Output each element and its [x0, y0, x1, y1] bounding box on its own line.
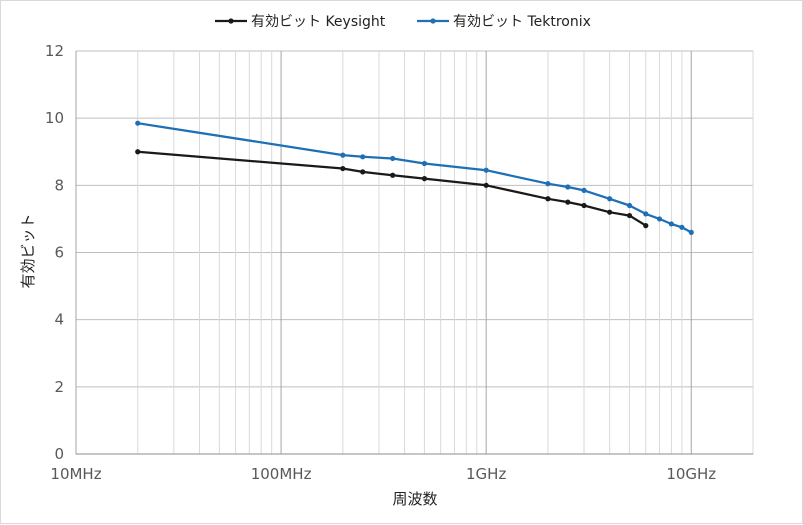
y-tick-label: 10 [45, 109, 64, 127]
data-point [545, 196, 551, 202]
x-tick-label: 100MHz [251, 465, 312, 483]
series-layer [135, 120, 694, 235]
legend-swatch-marker [430, 18, 436, 24]
data-point [360, 154, 366, 160]
series-line-1 [137, 150, 647, 227]
x-tick-label: 10GHz [666, 465, 716, 483]
legend-swatch-marker [228, 18, 234, 24]
data-point [390, 155, 396, 162]
y-tick-label: 2 [54, 378, 64, 396]
data-point [643, 223, 649, 229]
data-point [607, 209, 613, 215]
data-point [483, 167, 489, 173]
data-point [607, 196, 613, 202]
data-point [340, 165, 346, 172]
data-point [679, 224, 685, 230]
data-point [483, 182, 489, 188]
data-point [545, 181, 551, 187]
x-tick-label: 10MHz [50, 465, 101, 483]
data-point [581, 202, 587, 209]
data-point [390, 172, 396, 178]
series-line-2 [137, 122, 692, 234]
data-point [668, 221, 674, 227]
data-point [340, 152, 346, 158]
y-tick-label: 6 [54, 244, 64, 262]
legend-label: 有効ビット Tektronix [453, 14, 591, 30]
grid [75, 50, 754, 455]
y-tick-label: 12 [45, 42, 64, 60]
legend: 有効ビット Keysight 有効ビット Tektronix [215, 14, 591, 30]
y-tick-label: 8 [54, 176, 64, 194]
data-point [135, 149, 141, 155]
data-point [135, 120, 141, 126]
y-axis-title: 有効ビット [19, 213, 37, 288]
x-tick-label: 1GHz [466, 465, 506, 483]
y-tick-label: 4 [54, 311, 64, 329]
data-point [688, 229, 694, 235]
x-axis-title: 周波数 [392, 490, 437, 508]
data-point [360, 169, 366, 175]
data-point [626, 212, 633, 219]
legend-label: 有効ビット Keysight [251, 14, 386, 30]
data-point [421, 160, 428, 167]
data-point [626, 202, 633, 209]
data-point [581, 187, 587, 193]
data-point [565, 184, 571, 190]
data-point [421, 176, 428, 182]
data-point [656, 216, 663, 222]
data-point [565, 199, 571, 205]
tick-labels: 0 2 4 6 8 10 12 10MHz 100MHz 1GHz 10GHz [45, 42, 716, 483]
y-tick-label: 0 [54, 445, 64, 463]
data-point [643, 211, 649, 217]
